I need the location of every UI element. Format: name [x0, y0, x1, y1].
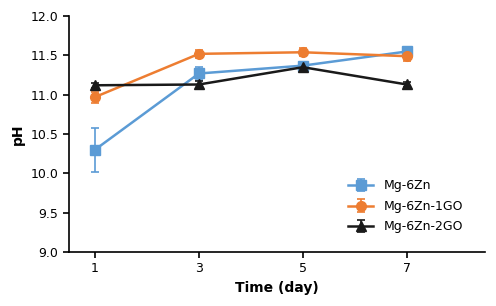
X-axis label: Time (day): Time (day): [235, 281, 319, 295]
Y-axis label: pH: pH: [11, 123, 25, 145]
Legend: Mg-6Zn, Mg-6Zn-1GO, Mg-6Zn-2GO: Mg-6Zn, Mg-6Zn-1GO, Mg-6Zn-2GO: [341, 172, 470, 241]
